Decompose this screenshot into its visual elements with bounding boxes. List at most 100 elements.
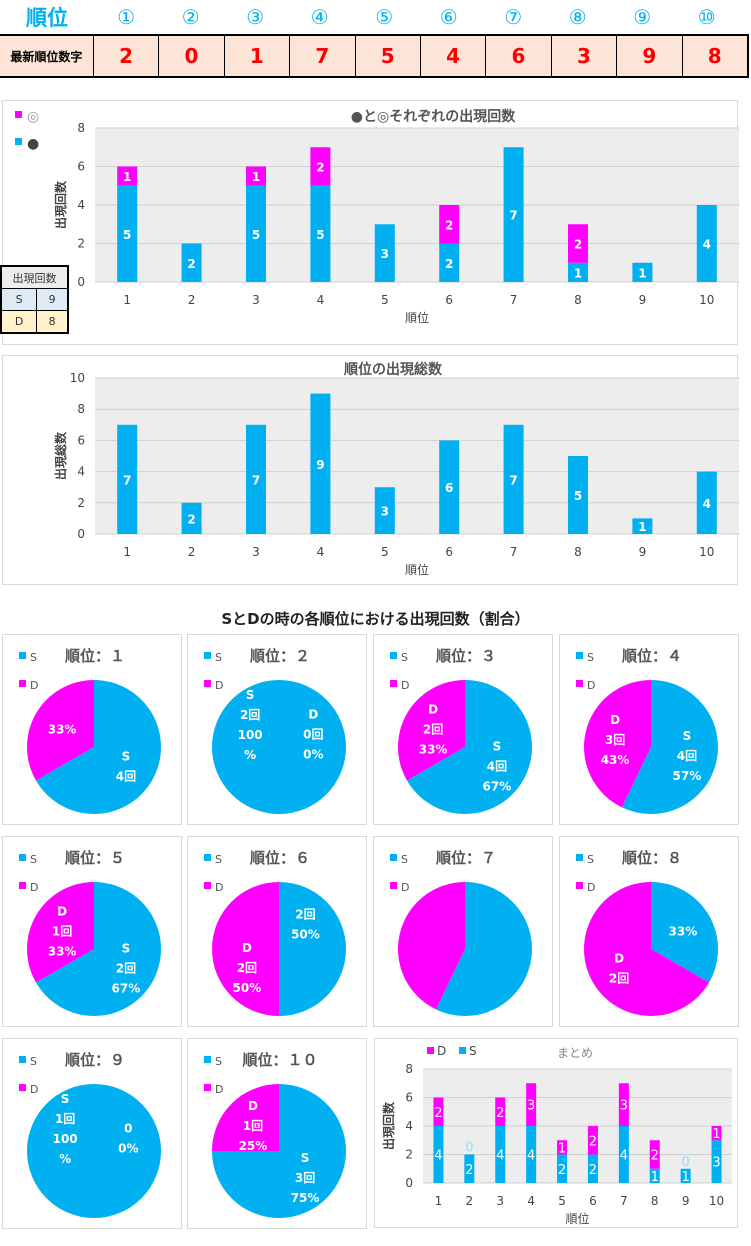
pie-data-label: D [57, 905, 67, 919]
data-label: 5 [574, 489, 582, 503]
bar-segment [632, 518, 653, 534]
legend-label: D [401, 679, 409, 692]
pie-data-label: 2回 [295, 907, 315, 921]
x-tick-label: 10 [709, 1194, 724, 1208]
pie-panel: 順位：７ S D [373, 836, 553, 1027]
pie-slice-s [435, 882, 532, 1016]
pie-data-label: D [248, 1099, 258, 1113]
y-tick-label: 0 [77, 527, 85, 541]
pie-data-label: 67% [112, 981, 141, 995]
legend-label: ◎ [27, 109, 39, 125]
legend-swatch [204, 882, 211, 889]
data-label: 1 [252, 170, 260, 184]
bar-segment [503, 424, 524, 534]
pie-title: 順位：８ [621, 849, 682, 867]
x-tick-label: 3 [496, 1194, 504, 1208]
data-label: 2 [434, 1106, 442, 1121]
pie-data-label: 100 [238, 728, 263, 742]
pie-data-label: 0% [303, 748, 323, 762]
pie-data-label: 4回 [116, 769, 136, 783]
latest-digit-cell: 4 [419, 36, 485, 76]
legend-label: S [587, 651, 594, 664]
position-number: ⑥ [439, 5, 458, 29]
data-label: 4 [434, 1149, 442, 1164]
legend-swatch [204, 1056, 211, 1063]
legend-swatch [19, 882, 26, 889]
pie-data-label: 57% [673, 769, 702, 783]
bar-segment [649, 1168, 660, 1183]
pie-data-label: 67% [483, 779, 512, 793]
bar-segment [526, 1083, 537, 1126]
pie-slice-d [584, 882, 710, 1016]
bar-segment [374, 224, 395, 282]
pie-data-label: 1回 [243, 1119, 263, 1133]
pie-data-label: 2回 [240, 708, 260, 722]
data-label: 9 [316, 458, 324, 472]
x-tick-label: 7 [620, 1194, 628, 1208]
legend-swatch [576, 680, 583, 687]
position-number: ⑨ [633, 5, 652, 29]
legend-label: S [215, 651, 222, 664]
data-label: 3 [381, 247, 389, 261]
pie-chart: 順位：４ S D S 4回 57% D 3回 43% [576, 647, 718, 814]
position-number: ⑩ [697, 5, 716, 29]
pie-chart: 順位：６ S D 2回 50% D 2回 50% [204, 849, 346, 1016]
legend-swatch [204, 680, 211, 687]
marks-stacked-bar-chart: 0 2 4 6 8 1 5 1 2 2 3 5 1 4 5 2 5 3 6 2 2 7 7 8 1 2 9 1 10 4 ●と◎それぞれの出… [15, 108, 739, 325]
chart-title: まとめ [557, 1046, 593, 1060]
latest-digits-label: 最新順位数字 [10, 49, 83, 64]
legend-label: D [30, 881, 38, 894]
pie-panel: 順位：５ S D S 2回 67% D 1回 33% [2, 836, 182, 1027]
data-label: 1 [574, 266, 582, 280]
mini-table-value: 8 [36, 310, 69, 334]
pie-data-label: S [301, 1151, 310, 1165]
pie-title: 順位：３ [435, 647, 496, 665]
data-label: 3 [381, 505, 389, 519]
pie-title: 順位：１ [64, 647, 125, 665]
x-tick-label: 4 [317, 293, 325, 307]
pie-data-label: 33% [48, 723, 77, 737]
y-tick-label: 2 [77, 496, 85, 510]
pie-slice-s [651, 882, 718, 983]
bar-segment [433, 1126, 444, 1183]
data-label: 2 [445, 218, 453, 232]
summary-stacked-bar-chart: 024681422203424435216227438129101031まとめ順… [381, 1044, 732, 1226]
y-tick-label: 6 [405, 1091, 413, 1105]
legend-label: D [30, 679, 38, 692]
latest-digit-cell: 7 [289, 36, 354, 76]
pie-panel: 順位：１０ S D S 3回 75% D 1回 25% [187, 1038, 367, 1229]
plot-area [95, 378, 739, 534]
pie-slice-s [279, 882, 346, 1016]
pie-data-label: % [244, 748, 256, 762]
x-tick-label: 10 [699, 545, 714, 559]
pie-data-label: 3回 [295, 1171, 315, 1185]
pie-data-label: 2回 [609, 971, 629, 985]
chart-panel-marks: 0 2 4 6 8 1 5 1 2 2 3 5 1 4 5 2 5 3 6 2 2 7 7 8 1 2 9 1 10 4 ●と◎それぞれの出… [2, 100, 739, 345]
x-tick-label: 4 [527, 1194, 535, 1208]
latest-digit-cell: 2 [92, 36, 158, 76]
pie-title: 順位：４ [621, 647, 682, 665]
data-label: 7 [252, 473, 260, 487]
pie-data-label: 25% [239, 1139, 268, 1153]
data-label: 4 [496, 1149, 504, 1164]
data-label: 2 [445, 257, 453, 271]
pie-slice-s [27, 1084, 161, 1218]
x-tick-label: 1 [123, 545, 131, 559]
bar-segment [310, 147, 331, 186]
pie-slice-s [35, 680, 161, 814]
bar-segment [711, 1140, 722, 1183]
pie-slice-d [212, 1084, 279, 1151]
legend-swatch [390, 652, 397, 659]
legend-label: S [469, 1044, 477, 1058]
legend-label: D [401, 881, 409, 894]
pie-data-label: 2回 [116, 961, 136, 975]
legend-label: S [215, 853, 222, 866]
bar-segment [181, 243, 202, 282]
x-tick-label: 9 [639, 545, 647, 559]
pie-data-label: 33% [48, 945, 77, 959]
x-axis-title: 順位 [405, 562, 429, 577]
pie-title: 順位：６ [249, 849, 310, 867]
bar-segment [495, 1097, 506, 1126]
legend-label: D [587, 679, 595, 692]
